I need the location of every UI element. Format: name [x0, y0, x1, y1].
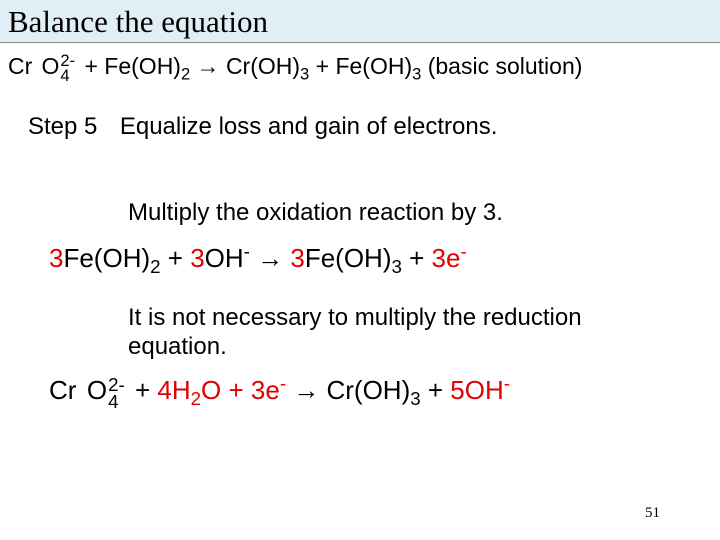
reduction-equation: Cr2O2-4 + 4H2O + 3e- → Cr(OH)3 + 5OH- — [0, 375, 720, 409]
eq-sub: 2 — [181, 65, 190, 84]
eq-supsub: 2-4 — [108, 377, 125, 411]
title-bar: Balance the equation — [0, 0, 720, 43]
eq-sup: - — [504, 373, 510, 394]
eq-text: + — [128, 375, 158, 405]
eq-text: Cr — [8, 53, 32, 79]
eq-text: e — [265, 375, 279, 405]
step-label: Step 5 — [28, 113, 97, 141]
body-line-2: It is not necessary to multiply the redu… — [0, 304, 720, 362]
eq-text: + — [161, 243, 191, 273]
eq-sub: 3 — [391, 256, 401, 277]
eq-text: O + — [201, 375, 251, 405]
eq-text: O — [41, 53, 59, 79]
body-line-1: Multiply the oxidation reaction by 3. — [0, 199, 720, 227]
eq-text: + — [421, 375, 451, 405]
coef: 3 — [432, 243, 446, 273]
coef: 5 — [450, 375, 464, 405]
eq-text: OH — [465, 375, 504, 405]
page-title: Balance the equation — [8, 4, 268, 39]
eq-text: Fe(OH) — [63, 243, 150, 273]
eq-sub: 3 — [410, 389, 420, 410]
eq-text: H — [172, 375, 191, 405]
coef: 3 — [49, 243, 63, 273]
eq-sup: - — [460, 240, 466, 261]
eq-arrow: → — [250, 243, 290, 273]
eq-text: (basic solution) — [421, 53, 582, 79]
oxidation-equation: 3Fe(OH)2 + 3OH- → 3Fe(OH)3 + 3e- — [0, 243, 720, 274]
eq-sub: 3 — [300, 65, 309, 84]
page-number: 51 — [645, 505, 660, 522]
coef: 4 — [157, 375, 171, 405]
eq-sub: 2 — [191, 389, 201, 410]
eq-supsub: 2-4 — [60, 54, 75, 84]
coef: 3 — [290, 243, 304, 273]
eq-text: OH — [205, 243, 244, 273]
eq-sub: 3 — [412, 65, 421, 84]
eq-text: Fe(OH) — [305, 243, 392, 273]
main-equation: Cr2O2-4 + Fe(OH)2 → Cr(OH)3 + Fe(OH)3 (b… — [0, 43, 720, 91]
eq-arrow: → Cr(OH) — [190, 53, 300, 79]
eq-text: O — [87, 375, 107, 405]
step-row: Step 5 Equalize loss and gain of electro… — [0, 91, 720, 141]
eq-arrow: → Cr(OH) — [286, 375, 410, 405]
eq-text: e — [446, 243, 460, 273]
eq-text: + Fe(OH) — [309, 53, 412, 79]
eq-sub: 2 — [150, 256, 160, 277]
step-text: Equalize loss and gain of electrons. — [120, 113, 498, 141]
eq-text: Cr — [49, 375, 76, 405]
eq-text: + Fe(OH) — [78, 53, 181, 79]
coef: 3 — [251, 375, 265, 405]
coef: 3 — [190, 243, 204, 273]
eq-text: + — [402, 243, 432, 273]
